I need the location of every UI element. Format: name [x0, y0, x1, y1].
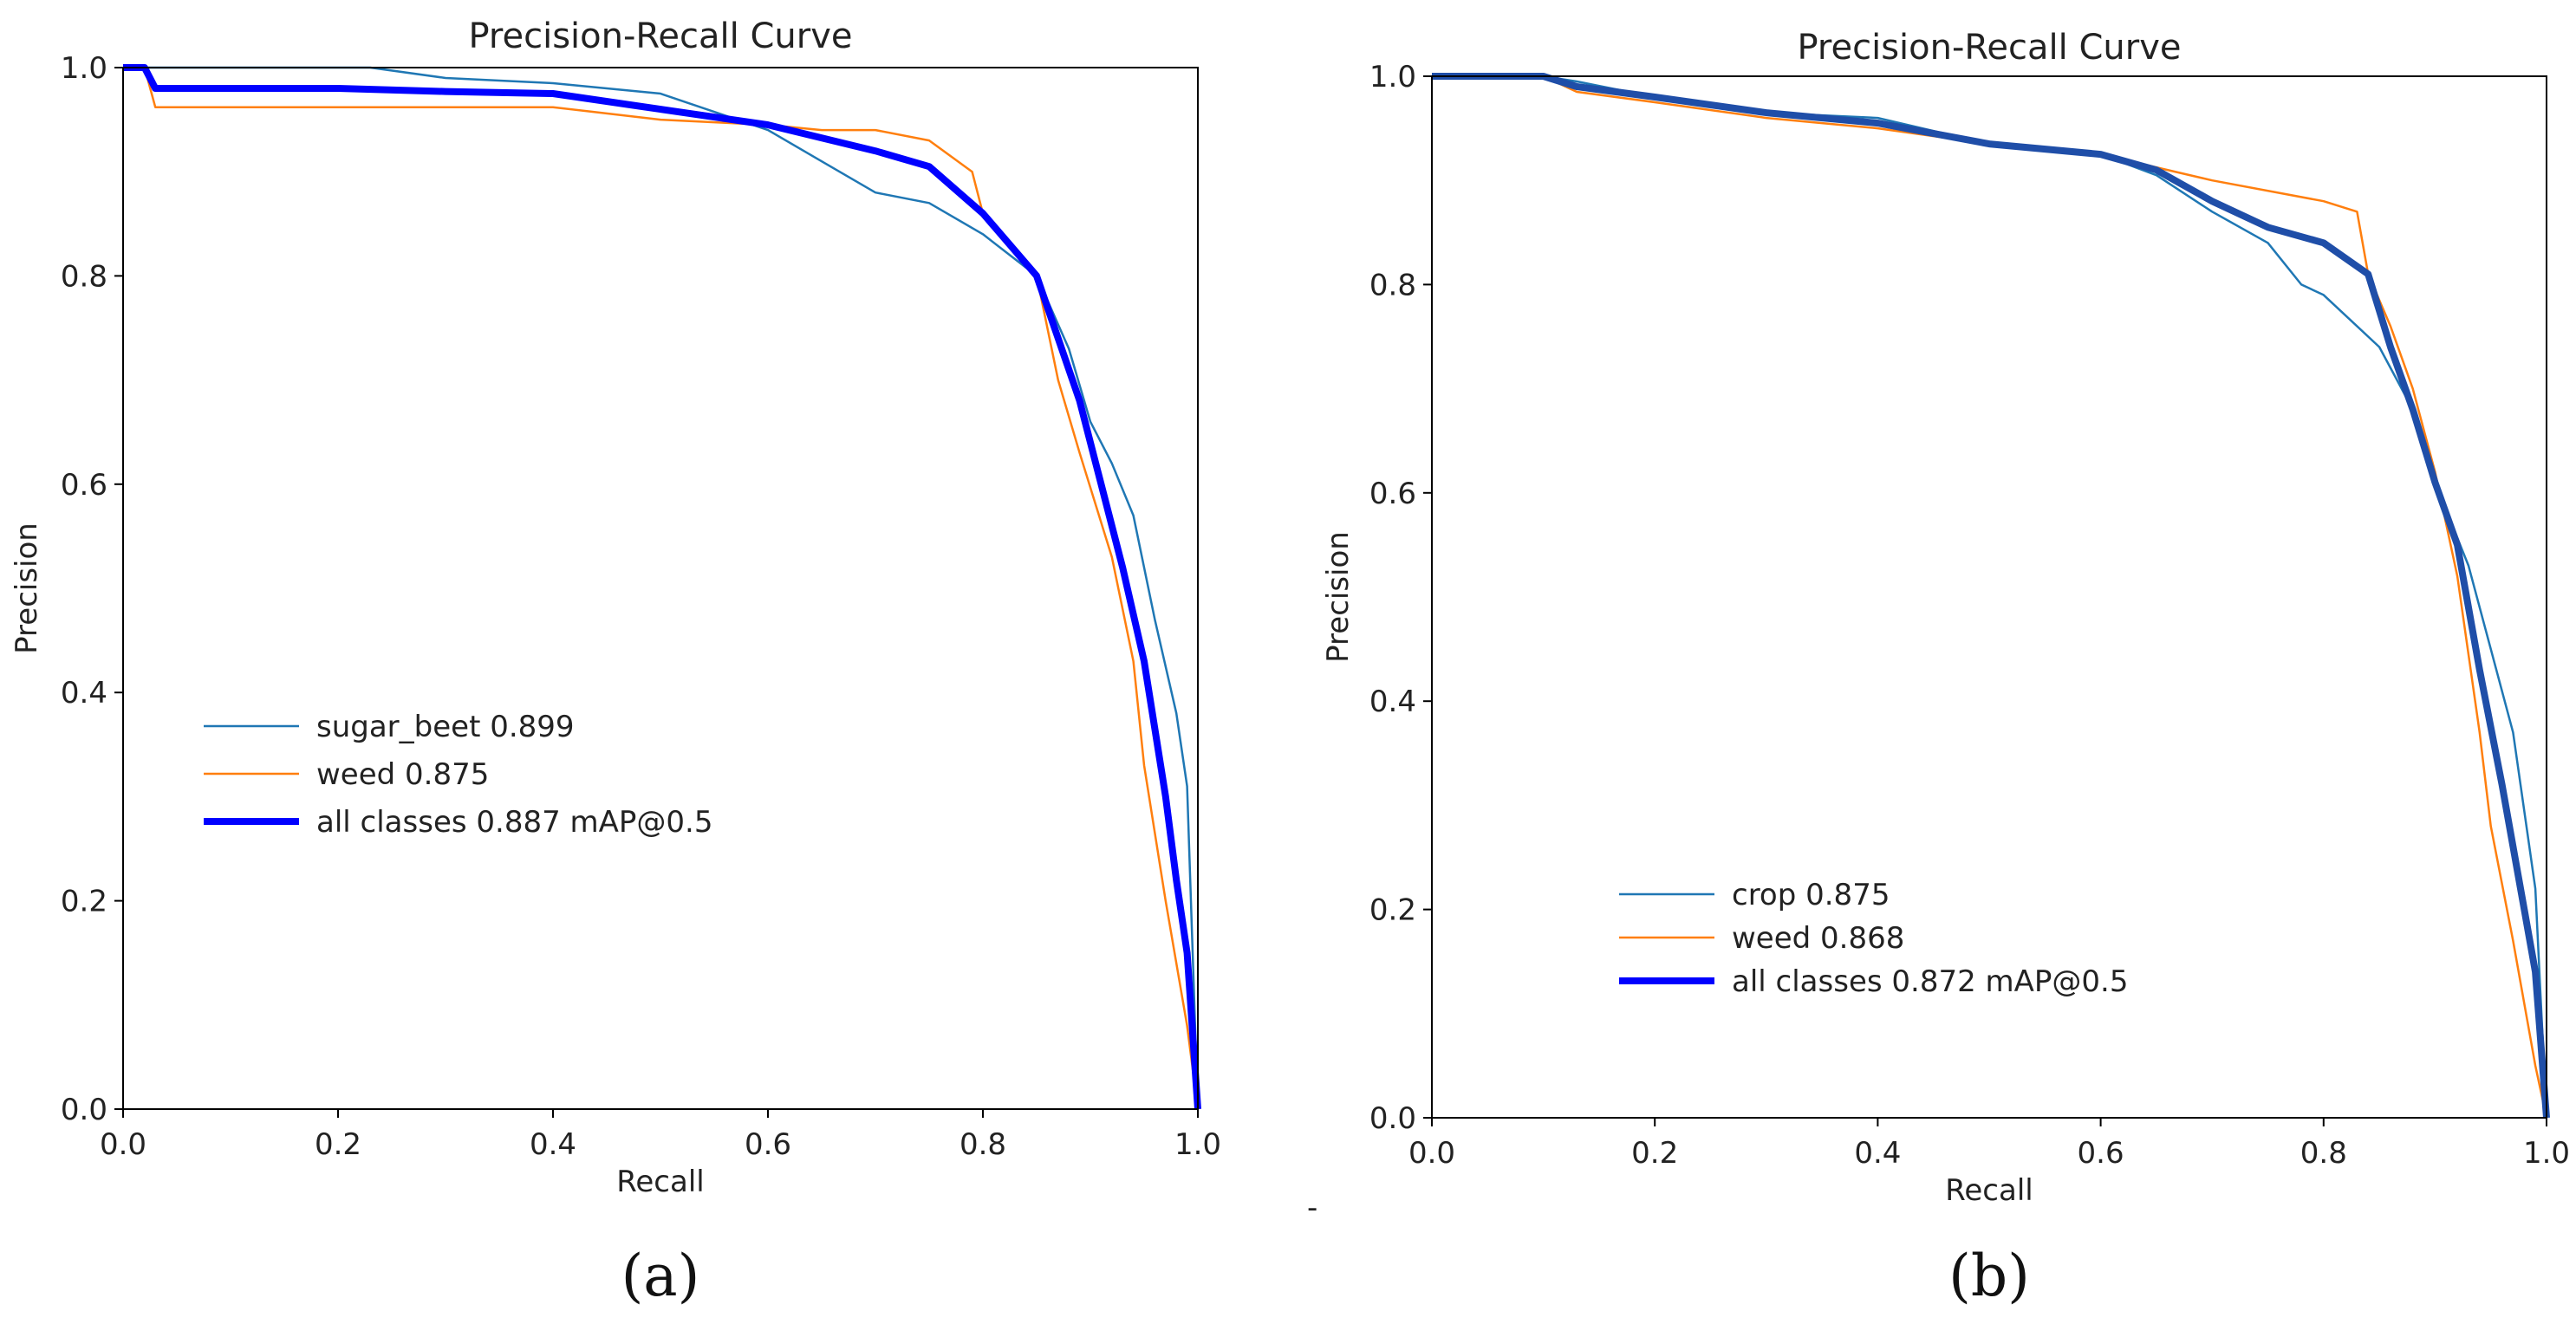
legend-label-1: weed 0.875 — [316, 757, 489, 792]
series-line-0 — [1432, 75, 2548, 1119]
plot-frame — [1431, 75, 2547, 1119]
y-axis-label: Precision — [1321, 531, 1356, 663]
legend-label-0: crop 0.875 — [1732, 878, 1890, 912]
y-tick-label: 0.8 — [61, 259, 107, 294]
chart-title: Precision-Recall Curve — [469, 16, 853, 56]
series-line-0 — [123, 66, 1200, 1110]
y-tick-label: 0.4 — [61, 676, 107, 711]
legend-label-2: all classes 0.872 mAP@0.5 — [1732, 964, 2128, 999]
y-tick-label: 1.0 — [1369, 60, 1416, 94]
x-tick-label: 0.8 — [959, 1127, 1006, 1162]
x-tick-label: 0.4 — [1854, 1136, 1901, 1171]
x-tick-label: 0.4 — [530, 1127, 576, 1162]
y-tick-label: 0.6 — [1369, 477, 1416, 511]
y-tick-label: 0.2 — [1369, 893, 1416, 928]
y-tick-label: 1.0 — [61, 51, 107, 86]
y-tick-label: 0.4 — [1369, 685, 1416, 719]
x-tick-label: 0.8 — [2300, 1136, 2347, 1171]
y-tick-label: 0.0 — [61, 1093, 107, 1127]
center-divider-mark: - — [1307, 1191, 1317, 1225]
chart-a: Precision-Recall Curve 0.0 0.2 0.4 0.6 0.8 1.0… — [10, 16, 1221, 1309]
y-tick-label: 0.0 — [1369, 1101, 1416, 1136]
legend-label-0: sugar_beet 0.899 — [316, 710, 575, 744]
x-tick-label: 0.6 — [745, 1127, 791, 1162]
x-tick-label: 0.2 — [1631, 1136, 1678, 1171]
series-line-2 — [123, 64, 1201, 1110]
y-tick-label: 0.6 — [61, 468, 107, 503]
legend-label-2: all classes 0.887 mAP@0.5 — [316, 805, 712, 840]
x-tick-label: 0.0 — [100, 1127, 146, 1162]
chart-title: Precision-Recall Curve — [1798, 28, 2182, 68]
series-group — [1432, 73, 2550, 1119]
series-group — [123, 64, 1201, 1110]
x-tick-label: 0.0 — [1408, 1136, 1455, 1171]
y-tick-label: 0.2 — [61, 885, 107, 919]
panel-label: (a) — [621, 1243, 700, 1309]
series-line-1 — [1432, 75, 2548, 1119]
legend-label-1: weed 0.868 — [1732, 921, 1904, 956]
x-axis-label: Recall — [1945, 1173, 2033, 1208]
y-tick-label: 0.8 — [1369, 268, 1416, 302]
series-line-2 — [1432, 73, 2550, 1119]
x-tick-label: 1.0 — [1174, 1127, 1221, 1162]
x-tick-label: 0.2 — [315, 1127, 361, 1162]
y-axis-label: Precision — [10, 522, 44, 654]
panel-label: (b) — [1948, 1243, 2030, 1309]
x-axis-label: Recall — [616, 1165, 704, 1199]
x-tick-label: 1.0 — [2523, 1136, 2570, 1171]
x-tick-label: 0.6 — [2078, 1136, 2124, 1171]
series-line-1 — [123, 66, 1200, 1110]
plot-frame — [122, 67, 1199, 1110]
chart-b: Precision-Recall Curve 0.0 0.2 0.4 0.6 0.8 1.0… — [1321, 28, 2570, 1309]
